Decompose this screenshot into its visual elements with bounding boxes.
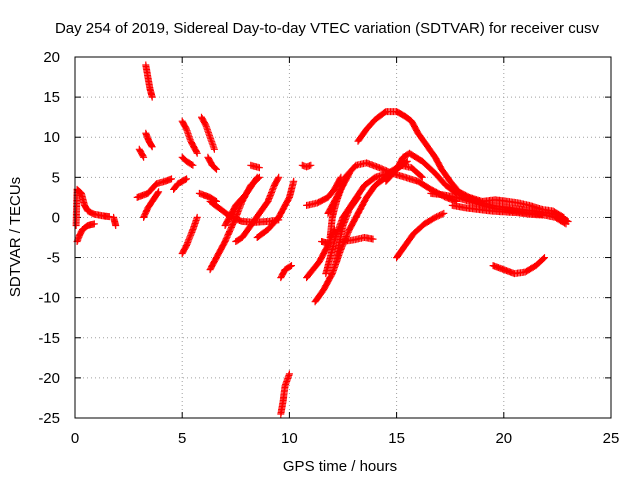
- y-tick-label: 15: [43, 89, 60, 106]
- y-tick-label: -5: [47, 250, 60, 267]
- data-point-markers: [178, 117, 201, 157]
- series-track-r: [232, 173, 283, 245]
- series-track-e: [135, 145, 148, 161]
- data-point-markers: [73, 220, 98, 245]
- x-tick-label: 25: [603, 430, 620, 447]
- y-tick-label: -15: [38, 330, 60, 347]
- data-point-markers: [140, 188, 163, 221]
- data-point-markers: [72, 185, 113, 229]
- series-track-u: [247, 161, 263, 172]
- y-tick-label: -10: [38, 290, 60, 307]
- data-point-markers: [277, 262, 295, 282]
- series-track-d: [142, 61, 156, 101]
- data-point-markers: [298, 161, 315, 171]
- series-track-z: [303, 173, 345, 209]
- data-point-markers: [333, 193, 362, 266]
- y-tick-label: 5: [52, 169, 60, 186]
- series-track-c: [110, 213, 120, 229]
- data-point-markers: [448, 201, 546, 219]
- series-track-p: [206, 197, 283, 226]
- data-point-markers: [339, 234, 377, 245]
- data-point-markers: [232, 173, 283, 245]
- data-point-markers: [142, 129, 156, 151]
- x-axis-label: GPS time / hours: [283, 458, 397, 475]
- series-track-ab: [311, 157, 411, 306]
- series-track-a: [72, 185, 113, 229]
- series-track-j: [178, 117, 201, 157]
- data-point-markers: [311, 157, 411, 306]
- x-tick-label: 5: [178, 430, 186, 447]
- series-track-f: [142, 129, 156, 151]
- data-point-markers: [198, 113, 218, 153]
- x-tick-labels: 0 5 10 15 20 25: [71, 430, 620, 447]
- x-tick-label: 0: [71, 430, 79, 447]
- series-track-am: [489, 254, 548, 278]
- series-track-h: [140, 188, 163, 221]
- data-point-markers: [135, 145, 148, 161]
- series-track-aj: [393, 209, 448, 262]
- data-point-markers: [110, 213, 120, 229]
- data-points: [72, 61, 572, 418]
- series-track-o: [178, 213, 201, 257]
- series-track-ae: [339, 234, 377, 245]
- data-point-markers: [277, 370, 293, 418]
- data-point-markers: [247, 161, 263, 172]
- data-point-markers: [204, 153, 220, 173]
- series-track-i: [170, 175, 190, 193]
- series-track-l: [198, 113, 218, 153]
- series-track-k: [178, 153, 197, 169]
- y-tick-label: -20: [38, 370, 60, 387]
- data-point-markers: [178, 153, 197, 169]
- chart-title: Day 254 of 2019, Sidereal Day-to-day VTE…: [55, 20, 600, 37]
- series-track-al: [448, 201, 546, 219]
- series-track-y: [298, 161, 315, 171]
- x-tick-label: 15: [388, 430, 405, 447]
- y-tick-label: 0: [52, 209, 60, 226]
- series-track-s: [221, 173, 261, 229]
- y-tick-label: 10: [43, 129, 60, 146]
- series-track-b: [73, 220, 98, 245]
- series-track-w: [277, 262, 295, 282]
- data-point-markers: [253, 177, 298, 241]
- y-tick-label: -25: [38, 410, 60, 427]
- series-track-aa: [318, 238, 332, 247]
- series-track-n: [195, 189, 220, 205]
- series-track-ad: [333, 193, 362, 266]
- data-point-markers: [318, 238, 332, 247]
- y-tick-label: 20: [43, 49, 60, 66]
- plot-frame: [74, 56, 612, 419]
- data-point-markers: [206, 197, 283, 226]
- series-track-v: [277, 370, 293, 418]
- data-point-markers: [178, 213, 201, 257]
- y-tick-labels: 20 15 10 5 0 -5 -10 -15 -20 -25: [38, 49, 60, 427]
- data-point-markers: [324, 169, 353, 217]
- data-point-markers: [142, 61, 156, 101]
- y-axis-label: SDTVAR / TECUs: [7, 177, 24, 297]
- data-point-markers: [221, 173, 261, 229]
- data-point-markers: [489, 254, 548, 278]
- data-point-markers: [303, 173, 345, 209]
- data-point-markers: [133, 175, 175, 201]
- x-tick-label: 20: [495, 430, 512, 447]
- series-track-ag: [324, 169, 353, 217]
- data-point-markers: [195, 189, 220, 205]
- data-point-markers: [393, 209, 448, 262]
- data-point-markers: [170, 175, 190, 193]
- series-track-g: [133, 175, 175, 201]
- series-track-t: [253, 177, 298, 241]
- series-track-m: [204, 153, 220, 173]
- x-tick-label: 10: [281, 430, 298, 447]
